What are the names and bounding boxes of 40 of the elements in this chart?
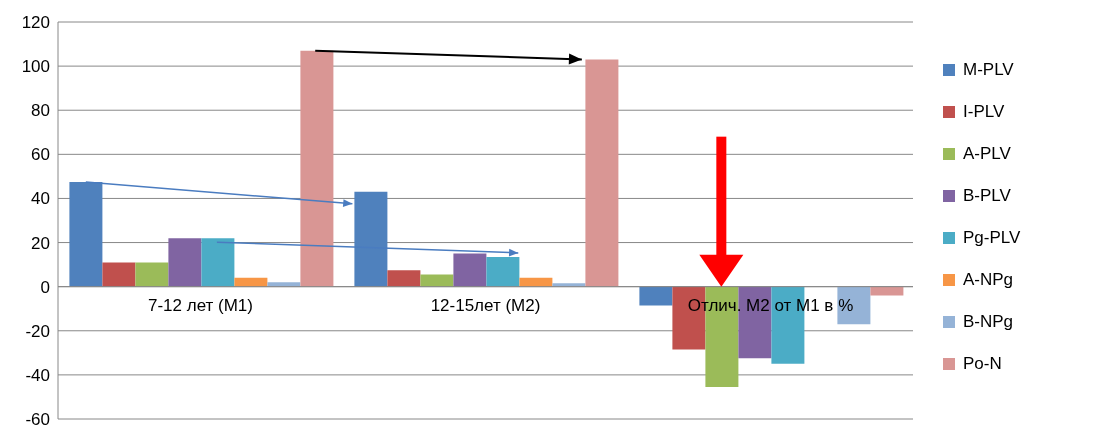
legend-label: Po-N [963,354,1002,374]
legend-label: Pg-PLV [963,228,1021,248]
bar [420,274,454,287]
bar [234,277,268,287]
bar [837,286,871,325]
bar [585,59,619,287]
y-tick-label: 100 [21,57,50,77]
bar [168,238,202,287]
y-tick-label: -20 [25,321,50,341]
bar [453,253,487,287]
bar [486,256,520,287]
bar [267,282,301,287]
bar [201,238,235,287]
legend-label: B-NPg [963,312,1014,332]
bar [135,262,169,287]
y-tick-label: 40 [31,189,50,209]
legend-label: A-PLV [963,144,1011,164]
bar [519,277,553,287]
bar [300,50,334,287]
legend-label: M-PLV [963,60,1014,80]
bar [69,181,103,287]
bar [639,286,673,306]
x-tick-label: 7-12 лет (М1) [147,295,254,315]
legend-label: I-PLV [963,102,1005,122]
legend-label: B-PLV [963,186,1011,206]
y-tick-label: -60 [25,410,50,430]
y-tick-label: 20 [31,233,50,253]
bar [738,286,772,359]
y-tick-label: 0 [40,277,50,297]
y-tick-label: 80 [31,101,50,121]
y-tick-label: 120 [21,13,50,33]
bar [552,283,586,287]
x-tick-label: 12-15лет (М2) [430,295,541,315]
bar [387,270,421,287]
bar [102,262,136,287]
y-tick-label: -40 [25,365,50,385]
bar [354,191,388,287]
y-tick-label: 60 [31,145,50,165]
legend-label: A-NPg [963,270,1014,290]
bar [870,286,904,296]
